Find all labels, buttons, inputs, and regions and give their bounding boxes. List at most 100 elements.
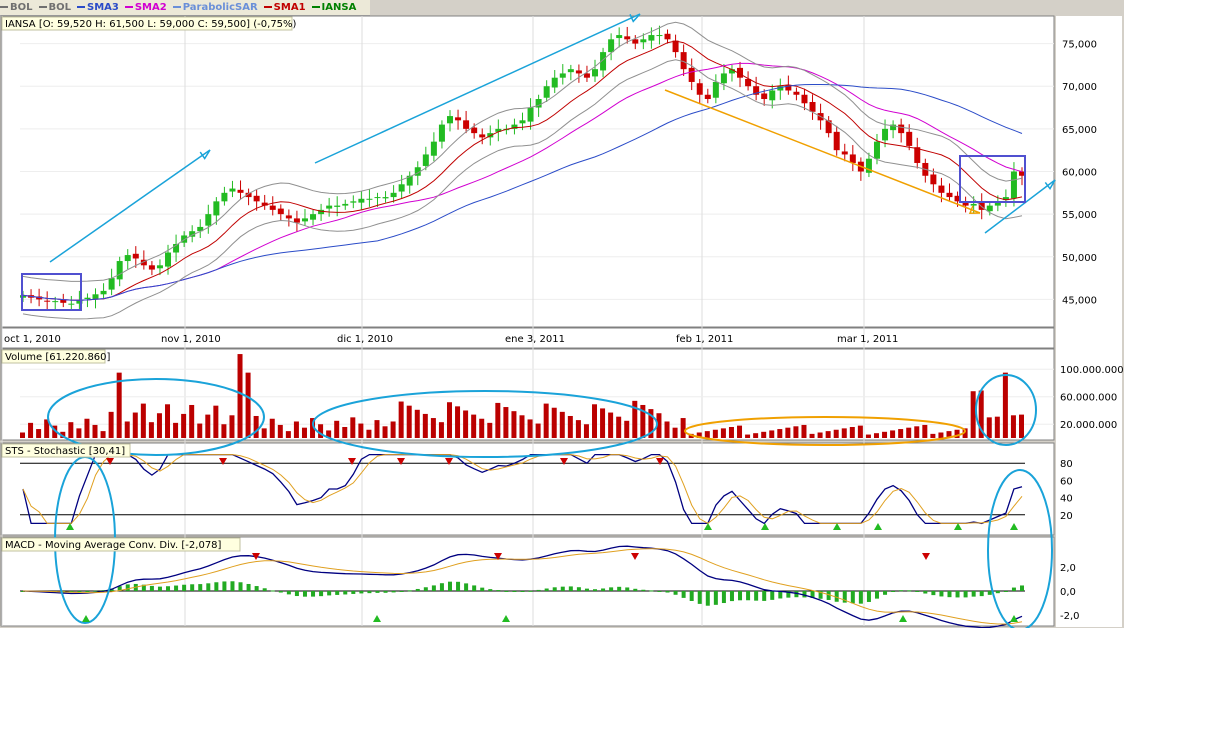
macd-histogram-bar bbox=[778, 591, 783, 599]
sell-signal-marker bbox=[445, 458, 453, 465]
volume-bar bbox=[358, 423, 364, 438]
macd-histogram-bar bbox=[238, 582, 243, 591]
candle-body bbox=[600, 52, 607, 71]
candle-body bbox=[326, 205, 333, 209]
volume-bar bbox=[616, 416, 622, 438]
macd-histogram-bar bbox=[157, 586, 162, 591]
candle-body bbox=[801, 94, 808, 104]
trend-arrow-down-head bbox=[968, 205, 981, 215]
candle-body bbox=[285, 215, 292, 219]
volume-bar bbox=[68, 422, 74, 438]
macd-histogram-bar bbox=[512, 591, 517, 592]
volume-bar bbox=[882, 431, 888, 438]
volume-bar bbox=[527, 419, 533, 438]
macd-histogram-bar bbox=[931, 591, 936, 596]
macd-histogram-bar bbox=[826, 591, 831, 600]
macd-histogram-bar bbox=[262, 588, 267, 591]
macd-histogram-bar bbox=[802, 591, 807, 598]
candle-body bbox=[849, 154, 856, 163]
candle-body bbox=[777, 86, 784, 91]
candle-body bbox=[1002, 197, 1009, 201]
volume-bar bbox=[116, 372, 122, 438]
buy-signal-marker bbox=[833, 523, 841, 530]
volume-bar bbox=[382, 426, 388, 438]
candle-body bbox=[704, 94, 711, 100]
legend-swatch bbox=[77, 6, 85, 8]
macd-histogram-bar bbox=[270, 590, 275, 592]
macd-histogram-bar bbox=[528, 590, 533, 592]
macd-histogram-bar bbox=[729, 591, 734, 602]
macd-histogram-bar bbox=[246, 583, 251, 591]
volume-bar bbox=[978, 390, 984, 438]
volume-bar bbox=[479, 418, 485, 438]
volume-tick-label: 60.000.000 bbox=[1060, 393, 1117, 404]
candle-body bbox=[873, 141, 880, 159]
candle-body bbox=[785, 84, 792, 91]
candle-body bbox=[84, 297, 91, 299]
volume-bar bbox=[809, 433, 815, 438]
macd-histogram-bar bbox=[311, 591, 316, 597]
macd-histogram-bar bbox=[407, 590, 412, 592]
volume-bar bbox=[301, 427, 307, 438]
candle-body bbox=[189, 231, 196, 237]
candle-body bbox=[430, 141, 437, 156]
macd-histogram-bar bbox=[496, 590, 501, 592]
candle-body bbox=[543, 86, 550, 98]
price-tick-label: 50,000 bbox=[1062, 253, 1097, 264]
volume-bar bbox=[696, 432, 702, 438]
candle-body bbox=[737, 67, 744, 78]
candle-body bbox=[140, 259, 147, 266]
volume-bar bbox=[463, 410, 469, 438]
volume-bar bbox=[801, 424, 807, 438]
macd-sell-marker bbox=[494, 553, 502, 560]
macd-histogram-bar bbox=[923, 591, 928, 594]
legend-swatch bbox=[124, 6, 133, 8]
candle-body bbox=[833, 131, 840, 151]
volume-bar bbox=[817, 432, 823, 438]
macd-histogram-bar bbox=[327, 591, 332, 596]
candle-body bbox=[720, 73, 727, 84]
macd-histogram-bar bbox=[278, 591, 283, 593]
macd-histogram-bar bbox=[391, 591, 396, 593]
volume-bar bbox=[737, 425, 743, 438]
macd-histogram-bar bbox=[657, 591, 662, 592]
macd-histogram-bar bbox=[721, 591, 726, 604]
macd-histogram-bar bbox=[649, 590, 654, 592]
candle-body bbox=[197, 226, 204, 232]
price-tick-label: 70,000 bbox=[1062, 82, 1097, 93]
candle-body bbox=[624, 36, 631, 40]
macd-histogram-bar bbox=[891, 591, 896, 592]
legend-label: ParabolicSAR bbox=[182, 2, 258, 13]
candle-body bbox=[68, 303, 75, 305]
volume-bar bbox=[672, 427, 678, 438]
volume-bar bbox=[841, 428, 847, 438]
macd-histogram-bar bbox=[198, 584, 203, 591]
volume-bar bbox=[640, 404, 646, 438]
date-tick-label: feb 1, 2011 bbox=[676, 334, 733, 345]
macd-histogram-bar bbox=[609, 587, 614, 591]
volume-bar bbox=[890, 430, 896, 438]
candle-body bbox=[422, 154, 429, 166]
candle-body bbox=[406, 175, 413, 186]
macd-histogram-bar bbox=[93, 590, 98, 592]
buy-signal-marker bbox=[66, 523, 74, 530]
macd-histogram-bar bbox=[182, 584, 187, 591]
volume-bar bbox=[954, 429, 960, 438]
date-tick-label: ene 3, 2011 bbox=[505, 334, 565, 345]
volume-bar bbox=[1010, 415, 1016, 438]
macd-histogram-bar bbox=[423, 587, 428, 591]
candle-body bbox=[213, 201, 220, 216]
candle-body bbox=[148, 265, 155, 270]
candle-body bbox=[76, 300, 83, 304]
volume-bar bbox=[664, 421, 670, 438]
legend-swatch bbox=[172, 6, 181, 8]
volume-bar bbox=[374, 420, 380, 438]
macd-histogram-bar bbox=[979, 591, 984, 597]
volume-tick-label: 100.000.000 bbox=[1060, 365, 1124, 376]
volume-bar bbox=[181, 413, 187, 438]
macd-histogram-bar bbox=[222, 581, 227, 591]
candle-body bbox=[583, 73, 590, 78]
trend-arrow-up-1 bbox=[49, 149, 211, 263]
macd-buy-marker bbox=[373, 615, 381, 622]
macd-histogram-bar bbox=[174, 585, 179, 591]
